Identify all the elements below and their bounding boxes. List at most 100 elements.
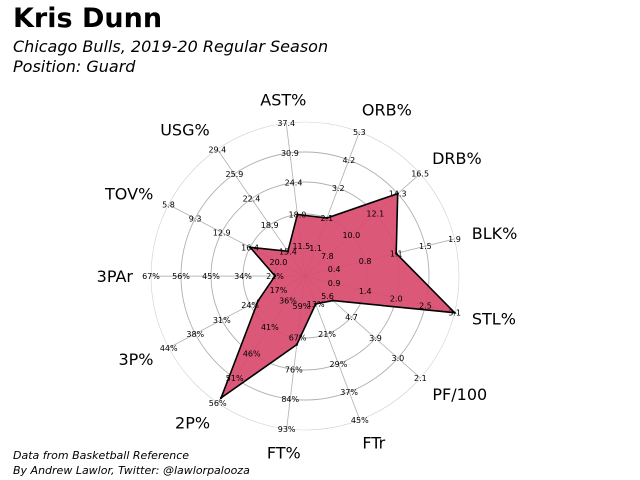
- axis-label-pf-100: PF/100: [432, 385, 487, 404]
- tick-label: 2.0: [390, 294, 403, 303]
- data-point-pf-100: [331, 299, 335, 302]
- data-point-3par: [273, 274, 277, 278]
- tick-label: 34%: [234, 272, 252, 281]
- tick-label: 51%: [226, 374, 244, 383]
- tick-label: 1.1: [390, 249, 403, 258]
- author-credit: By Andrew Lawlor, Twitter: @lawlorpalooz…: [13, 464, 250, 477]
- tick-label: 29%: [330, 360, 348, 369]
- data-point-ast-: [296, 213, 299, 216]
- chart-subtitle: Chicago Bulls, 2019-20 Regular Season: [13, 37, 329, 56]
- tick-label: 67%: [289, 334, 307, 343]
- tick-label: 30.9: [281, 149, 299, 158]
- data-point-tov-: [248, 246, 252, 249]
- tick-label: 45%: [202, 272, 220, 281]
- data-layer: [219, 192, 457, 401]
- tick-label: 56%: [172, 272, 190, 281]
- data-point-2p-: [219, 396, 223, 400]
- data-point-stl-: [453, 311, 456, 314]
- tick-label: 18.0: [289, 210, 307, 219]
- axis-label-stl-: STL%: [472, 309, 516, 328]
- tick-label: 1.1: [309, 244, 322, 253]
- tick-label: 38%: [186, 330, 204, 339]
- data-point-3p-: [257, 299, 260, 302]
- tick-label: 67%: [142, 272, 160, 281]
- tick-label: 0.9: [328, 279, 341, 288]
- tick-label: 84%: [281, 395, 299, 404]
- tick-label: 0.4: [328, 265, 341, 274]
- tick-label: 37.4: [277, 119, 295, 128]
- axis-label-usg-: USG%: [160, 121, 209, 140]
- tick-label: 20.0: [270, 258, 288, 267]
- tick-label: 18.9: [261, 221, 279, 230]
- data-point-usg-: [286, 250, 290, 253]
- axis-label-ast-: AST%: [260, 90, 306, 109]
- tick-label: 2.5: [419, 302, 432, 311]
- tick-label: 24%: [241, 301, 259, 310]
- axis-label-drb-: DRB%: [432, 149, 482, 168]
- axis-label-3p-: 3P%: [118, 350, 153, 369]
- chart-title: Kris Dunn: [13, 3, 163, 34]
- tick-label: 4.7: [345, 313, 358, 322]
- tick-label: 2.1: [321, 214, 334, 223]
- tick-label: 12.9: [213, 228, 231, 237]
- data-point-ft-: [295, 343, 298, 346]
- tick-label: 29.4: [208, 145, 226, 154]
- axis-label-tov-: TOV%: [104, 184, 153, 203]
- tick-label: 3.1: [448, 309, 461, 318]
- tick-label: 11.5: [292, 242, 310, 251]
- tick-label-layer: 11.5 18.0 24.4 30.9 37.4 1.1 2.1 3.2 4.2 5.3 7.8 10…: [142, 119, 461, 434]
- tick-label: 1.9: [448, 235, 461, 244]
- tick-label: 21%: [318, 330, 336, 339]
- axis-label-orb-: ORB%: [362, 100, 412, 119]
- tick-label: 3.2: [332, 184, 345, 193]
- tick-label: 13%: [307, 300, 325, 309]
- tick-label: 59%: [293, 302, 311, 311]
- tick-label: 10.0: [342, 231, 360, 240]
- tick-label: 31%: [213, 316, 231, 325]
- tick-label: 0.8: [359, 257, 372, 266]
- tick-label: 41%: [261, 323, 279, 332]
- player-stat-polygon: [219, 192, 457, 401]
- tick-label: 46%: [243, 349, 261, 358]
- axis-label-3par: 3PAr: [97, 267, 134, 286]
- tick-label: 1.4: [359, 287, 372, 296]
- tick-label: 76%: [285, 365, 303, 374]
- axis-label-ftr: FTr: [362, 433, 385, 452]
- tick-label: 36%: [279, 297, 297, 306]
- tick-label: 56%: [209, 399, 227, 408]
- tick-label: 4.2: [342, 156, 355, 165]
- data-point-blk-: [395, 252, 398, 255]
- data-point-drb-: [396, 192, 399, 195]
- axis-label-2p-: 2P%: [175, 414, 210, 433]
- tick-label: 5.3: [353, 128, 366, 137]
- tick-label: 22.4: [243, 195, 261, 204]
- data-source-credit: Data from Basketball Reference: [13, 449, 190, 462]
- tick-label: 44%: [160, 344, 178, 353]
- tick-label: 9.3: [189, 215, 202, 224]
- tick-label: 17%: [270, 286, 288, 295]
- tick-label: 7.8: [321, 252, 334, 261]
- tick-label: 15.4: [279, 247, 297, 256]
- tick-label: 14.3: [389, 190, 407, 199]
- tick-label: 22%: [266, 272, 284, 281]
- tick-label: 93%: [278, 425, 296, 434]
- tick-label: 1.5: [419, 242, 432, 251]
- tick-label: 16.5: [411, 170, 429, 179]
- tick-label: 3.0: [392, 354, 405, 363]
- tick-label: 24.4: [285, 179, 303, 188]
- tick-label: 25.9: [226, 170, 244, 179]
- axis-label-blk-: BLK%: [472, 224, 518, 243]
- tick-label: 37%: [340, 388, 358, 397]
- tick-label: 2.1: [414, 374, 427, 383]
- tick-label: 5.8: [162, 201, 175, 210]
- axis-label-layer: AST% ORB% DRB% BLK% STL% PF/100 FTr FT% 2P% 3P% 3P…: [97, 90, 518, 462]
- data-point-orb-: [325, 216, 329, 220]
- tick-label: 45%: [351, 416, 369, 425]
- tick-label: 12.1: [366, 210, 384, 219]
- tick-label: 3.9: [369, 334, 382, 343]
- tick-label: 16.4: [241, 243, 259, 252]
- player-position: Position: Guard: [13, 57, 136, 76]
- axis-label-ft-: FT%: [267, 444, 301, 463]
- tick-label: 5.6: [321, 292, 334, 301]
